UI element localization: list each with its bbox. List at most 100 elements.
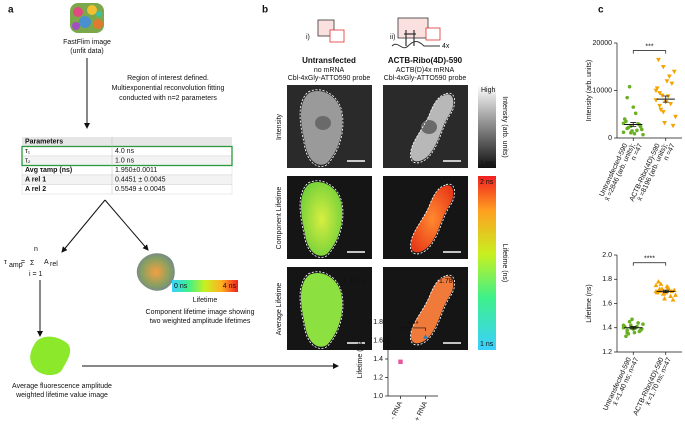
point: [638, 328, 643, 332]
cell-outline: [299, 271, 344, 349]
error-bar: [662, 95, 669, 103]
colorbar-high: High: [481, 87, 496, 94]
nucleus: [421, 120, 437, 134]
table-cell: 1.950±0.0011: [115, 167, 157, 174]
cell: [410, 185, 454, 253]
point: [671, 69, 677, 75]
point: [669, 81, 675, 86]
error-bar: [662, 289, 669, 293]
point: [654, 289, 660, 295]
formula-sub: amp: [9, 262, 23, 269]
image-subtitle: (unfit data): [70, 48, 103, 55]
point: [660, 110, 666, 115]
point: [423, 334, 428, 339]
point: [633, 111, 638, 116]
point: [673, 292, 678, 297]
formula-eq: =: [21, 259, 25, 266]
panel-label: b: [262, 5, 268, 16]
icon-ribo: [391, 17, 441, 49]
y-tick-label: 1.8: [373, 319, 383, 326]
caption: Component lifetime image showing: [146, 309, 255, 316]
panel-label: a: [8, 5, 14, 16]
step-text: Region of interest defined.: [127, 75, 209, 82]
point: [626, 125, 631, 130]
y-tick-label: 20000: [593, 40, 613, 47]
point: [668, 102, 674, 107]
intensity-colorbar: [478, 85, 496, 168]
point: [667, 74, 672, 79]
point: [627, 84, 632, 89]
column-subtitle: ACTB(D)4x mRNA: [396, 67, 455, 74]
point: [638, 124, 643, 129]
point: [659, 286, 665, 291]
point: [665, 94, 671, 99]
point: [632, 330, 637, 335]
point: [630, 317, 634, 322]
image-title: FastFlim image: [63, 39, 111, 46]
cell: [301, 182, 343, 256]
table-row: [21, 184, 233, 195]
y-tick-label: 1.4: [373, 356, 383, 363]
point: [629, 130, 633, 135]
icon-label: ii): [390, 34, 395, 41]
y-tick-label: 1.2: [602, 349, 612, 356]
point: [660, 64, 666, 70]
y-tick-label: 1.6: [602, 300, 612, 307]
table-cell: τ₁: [25, 148, 31, 155]
point: [670, 297, 676, 302]
point: [625, 95, 629, 100]
row-label: Component Lifetime: [276, 187, 283, 250]
colorbar-label: Lifetime: [193, 297, 218, 304]
cell: [301, 273, 343, 347]
table-cell: A rel 1: [25, 177, 46, 184]
point: [657, 91, 663, 96]
significance-bracket: [632, 50, 667, 54]
icon-label: i): [306, 34, 310, 41]
point: [662, 121, 667, 126]
colorbar-low: Low: [481, 160, 495, 167]
micrograph: [383, 176, 468, 259]
y-tick-label: 1.8: [602, 276, 612, 283]
point: [621, 130, 626, 135]
arrow: [61, 199, 106, 253]
point: [657, 103, 663, 109]
y-axis-label: Lifetime (ns): [357, 340, 364, 379]
caption: two weighted amplitude lifetimes: [150, 318, 251, 325]
average-value: 1.78 ns: [439, 278, 462, 285]
table-header-bg: [22, 137, 232, 147]
colorbar-min: 0 ns: [174, 283, 188, 290]
row-label: Intensity: [276, 113, 283, 140]
column-title: ACTB-Ribo(4D)-590: [388, 56, 463, 65]
colorbar: [172, 280, 238, 292]
point: [662, 296, 667, 301]
y-axis-label: Intensity (arb. units): [586, 60, 593, 121]
row-label: Average Lifetime: [276, 283, 283, 336]
cell-outline: [409, 92, 456, 164]
point: [658, 107, 664, 113]
point: [632, 131, 637, 136]
column-title: Untransfected: [302, 56, 356, 65]
point: [624, 119, 628, 124]
point: [636, 321, 640, 325]
point: [656, 279, 661, 284]
point: [641, 322, 645, 326]
point: [654, 86, 660, 91]
point: [671, 287, 677, 292]
point: [670, 123, 676, 129]
table-cell: A rel 2: [25, 186, 46, 193]
x-tick-label: + RNA: [414, 400, 429, 422]
point: [627, 319, 632, 324]
panel-label: c: [598, 5, 604, 16]
significance-label: ****: [644, 256, 655, 263]
point: [659, 93, 665, 98]
y-tick-label: 2.0: [602, 252, 612, 259]
point: [653, 282, 659, 288]
panel-a: a FastFlim image (unfit data) Region of …: [4, 3, 339, 399]
point: [668, 293, 674, 299]
colorbar-max: 4 ns: [223, 283, 237, 290]
step-text: Multiexponential reconvolution fitting: [112, 85, 225, 92]
highlight-box: [21, 145, 233, 167]
